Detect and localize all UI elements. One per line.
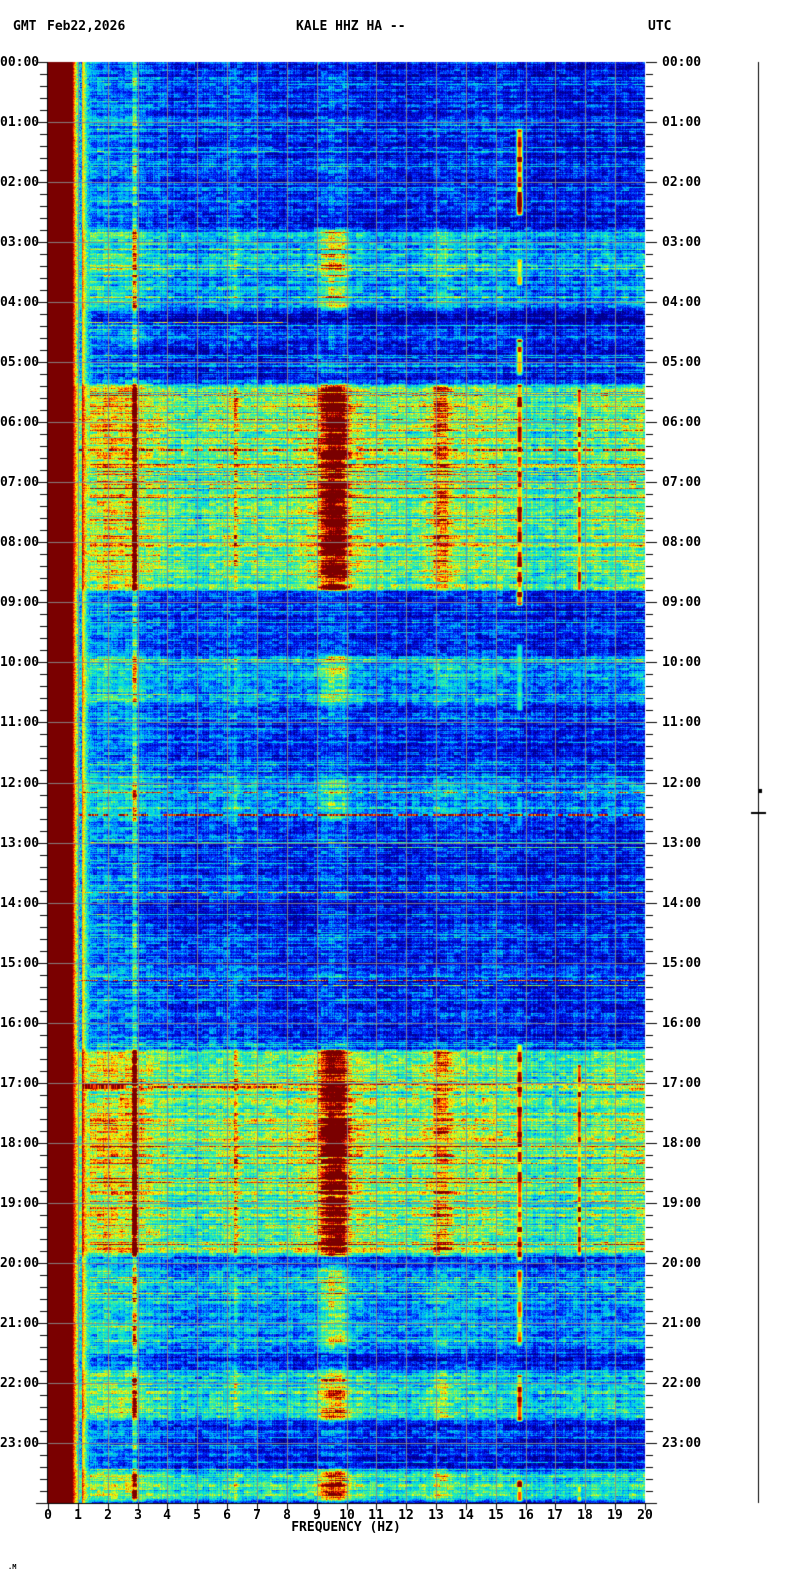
time-label-left: 22:00 xyxy=(0,1376,40,1391)
time-label-right: 07:00 xyxy=(662,475,702,490)
time-label-right: 03:00 xyxy=(662,235,702,250)
time-label-right: 00:00 xyxy=(662,55,702,70)
freq-tick-label: 14 xyxy=(458,1508,474,1523)
time-label-left: 01:00 xyxy=(0,115,40,130)
time-label-right: 23:00 xyxy=(662,1436,702,1451)
watermark: .M xyxy=(8,1563,17,1571)
freq-tick-label: 10 xyxy=(339,1508,355,1523)
time-label-left: 00:00 xyxy=(0,55,40,70)
time-label-left: 07:00 xyxy=(0,475,40,490)
freq-tick-label: 6 xyxy=(223,1508,231,1523)
time-label-left: 08:00 xyxy=(0,535,40,550)
time-label-left: 21:00 xyxy=(0,1316,40,1331)
freq-tick-label: 13 xyxy=(428,1508,444,1523)
freq-tick-label: 15 xyxy=(488,1508,504,1523)
freq-tick-label: 11 xyxy=(368,1508,384,1523)
time-label-left: 11:00 xyxy=(0,715,40,730)
time-label-left: 10:00 xyxy=(0,655,40,670)
time-label-right: 11:00 xyxy=(662,715,702,730)
date-label: Feb22,2026 xyxy=(47,19,126,34)
time-label-left: 05:00 xyxy=(0,355,40,370)
timezone-right-label: UTC xyxy=(648,19,672,34)
time-label-left: 17:00 xyxy=(0,1076,40,1091)
timezone-left-label: GMT xyxy=(13,19,37,34)
freq-tick-label: 7 xyxy=(253,1508,261,1523)
time-label-left: 19:00 xyxy=(0,1196,40,1211)
time-label-right: 17:00 xyxy=(662,1076,702,1091)
time-label-left: 15:00 xyxy=(0,956,40,971)
time-label-left: 13:00 xyxy=(0,836,40,851)
time-label-right: 22:00 xyxy=(662,1376,702,1391)
time-label-right: 14:00 xyxy=(662,896,702,911)
time-label-left: 09:00 xyxy=(0,595,40,610)
time-label-right: 08:00 xyxy=(662,535,702,550)
time-label-right: 12:00 xyxy=(662,776,702,791)
time-label-left: 02:00 xyxy=(0,175,40,190)
freq-tick-label: 20 xyxy=(637,1508,653,1523)
time-label-right: 15:00 xyxy=(662,956,702,971)
freq-tick-label: 18 xyxy=(577,1508,593,1523)
time-label-left: 03:00 xyxy=(0,235,40,250)
time-label-left: 04:00 xyxy=(0,295,40,310)
time-label-left: 23:00 xyxy=(0,1436,40,1451)
freq-tick-label: 1 xyxy=(74,1508,82,1523)
time-label-right: 06:00 xyxy=(662,415,702,430)
time-label-left: 12:00 xyxy=(0,776,40,791)
time-label-right: 02:00 xyxy=(662,175,702,190)
time-label-left: 16:00 xyxy=(0,1016,40,1031)
freq-tick-label: 12 xyxy=(398,1508,414,1523)
time-label-right: 10:00 xyxy=(662,655,702,670)
freq-tick-label: 17 xyxy=(547,1508,563,1523)
x-axis-title: FREQUENCY (HZ) xyxy=(291,1520,401,1535)
time-label-left: 18:00 xyxy=(0,1136,40,1151)
time-label-right: 16:00 xyxy=(662,1016,702,1031)
time-label-left: 20:00 xyxy=(0,1256,40,1271)
freq-tick-label: 8 xyxy=(283,1508,291,1523)
freq-tick-label: 4 xyxy=(163,1508,171,1523)
time-label-right: 13:00 xyxy=(662,836,702,851)
freq-tick-label: 5 xyxy=(193,1508,201,1523)
time-label-right: 18:00 xyxy=(662,1136,702,1151)
time-label-right: 19:00 xyxy=(662,1196,702,1211)
time-label-right: 09:00 xyxy=(662,595,702,610)
freq-tick-label: 19 xyxy=(607,1508,623,1523)
time-label-right: 01:00 xyxy=(662,115,702,130)
freq-tick-label: 0 xyxy=(44,1508,52,1523)
freq-tick-label: 2 xyxy=(104,1508,112,1523)
time-label-right: 21:00 xyxy=(662,1316,702,1331)
time-label-left: 14:00 xyxy=(0,896,40,911)
station-title: KALE HHZ HA -- xyxy=(296,19,406,34)
freq-tick-label: 16 xyxy=(518,1508,534,1523)
time-label-right: 04:00 xyxy=(662,295,702,310)
freq-tick-label: 3 xyxy=(134,1508,142,1523)
time-label-right: 20:00 xyxy=(662,1256,702,1271)
time-label-right: 05:00 xyxy=(662,355,702,370)
freq-tick-label: 9 xyxy=(313,1508,321,1523)
time-label-left: 06:00 xyxy=(0,415,40,430)
